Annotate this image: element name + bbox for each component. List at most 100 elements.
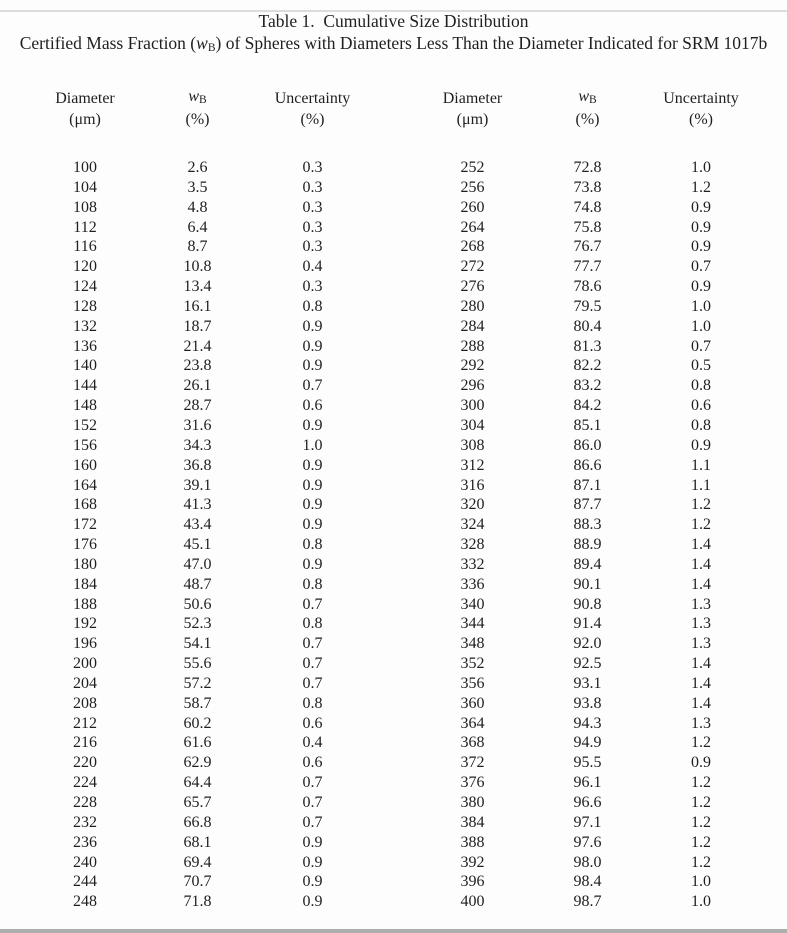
table-row: 284 80.4 1.0 xyxy=(415,317,757,337)
diameter-cell: 160 xyxy=(73,456,97,474)
uncertainty-cell: 1.0 xyxy=(302,436,323,454)
uncertainty-cell: 0.7 xyxy=(302,813,323,831)
table-row: 340 90.8 1.3 xyxy=(415,595,757,615)
diameter-cell: 276 xyxy=(460,278,485,296)
uncertainty-unit: (%) xyxy=(689,111,713,128)
uncertainty-cell: 1.3 xyxy=(691,714,711,732)
wb-cell: 69.4 xyxy=(183,853,212,871)
table-row: 172 43.4 0.9 xyxy=(30,515,370,535)
wb-header: wB xyxy=(140,87,255,110)
wb-cell: 6.4 xyxy=(187,218,208,236)
uncertainty-cell: 0.5 xyxy=(691,357,711,375)
diameter-cell: 244 xyxy=(73,873,97,891)
table-row: 132 18.7 0.9 xyxy=(30,317,370,337)
table-row: 112 6.4 0.3 xyxy=(30,218,370,238)
uncertainty-cell: 0.7 xyxy=(302,794,323,811)
table-subtitle: Certified Mass Fraction (wB) of Spheres … xyxy=(0,32,787,59)
diameter-cell: 388 xyxy=(460,833,485,851)
wb-cell: 88.9 xyxy=(573,536,602,554)
table-row: 204 57.2 0.7 xyxy=(30,674,370,694)
table-row: 140 23.8 0.9 xyxy=(30,356,370,376)
uncertainty-cell: 0.9 xyxy=(302,873,323,891)
wb-cell: 96.6 xyxy=(573,794,602,811)
uncertainty-cell: 0.3 xyxy=(302,159,323,176)
table-row: 160 36.8 0.9 xyxy=(30,456,370,476)
uncertainty-cell: 0.6 xyxy=(302,754,323,772)
uncertainty-cell: 0.8 xyxy=(691,416,711,434)
wb-cell: 97.6 xyxy=(573,833,602,851)
wb-unit: (%) xyxy=(575,111,600,128)
uncertainty-unit: (%) xyxy=(300,111,325,128)
diameter-cell: 108 xyxy=(73,198,97,216)
uncertainty-cell: 1.3 xyxy=(691,595,711,613)
diameter-cell: 148 xyxy=(73,397,97,415)
table-row: 272 77.7 0.7 xyxy=(415,257,757,277)
uncertainty-cell: 1.2 xyxy=(691,178,711,196)
wb-cell: 76.7 xyxy=(573,238,602,256)
table-body-left: 100 2.6 0.3 104 3.5 0.3 108 4.8 0.3 112 6.4 0.3 116 8… xyxy=(30,130,370,912)
table-row: 248 71.8 0.9 xyxy=(30,892,370,912)
wb-cell: 94.3 xyxy=(573,714,602,732)
wb-cell: 3.5 xyxy=(187,178,208,196)
table-row: 236 68.1 0.9 xyxy=(30,833,370,853)
diameter-cell: 256 xyxy=(460,178,485,196)
diameter-cell: 104 xyxy=(73,178,97,196)
uncertainty-cell: 0.9 xyxy=(691,436,711,454)
uncertainty-cell: 0.9 xyxy=(691,754,711,772)
diameter-cell: 332 xyxy=(460,555,485,573)
uncertainty-cell: 1.0 xyxy=(691,317,711,335)
table-row: 180 47.0 0.9 xyxy=(30,555,370,575)
table-row: 344 91.4 1.3 xyxy=(415,614,757,634)
diameter-cell: 300 xyxy=(460,397,485,415)
wb-cell: 2.6 xyxy=(187,159,208,176)
table-row: 104 3.5 0.3 xyxy=(30,178,370,198)
diameter-cell: 144 xyxy=(73,377,97,395)
mass-fraction-symbol: w xyxy=(196,33,208,53)
diameter-cell: 232 xyxy=(73,813,97,831)
diameter-cell: 220 xyxy=(73,754,97,772)
table-row: 324 88.3 1.2 xyxy=(415,515,757,535)
table-row: 220 62.9 0.6 xyxy=(30,753,370,773)
table-row: 168 41.3 0.9 xyxy=(30,495,370,515)
wb-cell: 74.8 xyxy=(573,198,602,216)
table-row: 196 54.1 0.7 xyxy=(30,634,370,654)
diameter-cell: 208 xyxy=(73,694,97,712)
wb-cell: 95.5 xyxy=(573,754,602,772)
wb-cell: 81.3 xyxy=(573,337,602,355)
wb-unit: (%) xyxy=(185,111,210,128)
wb-cell: 90.8 xyxy=(573,595,602,613)
diameter-cell: 260 xyxy=(460,198,485,216)
header-row-labels: Diameter wB Uncertainty xyxy=(30,87,370,110)
uncertainty-cell: 0.9 xyxy=(691,218,711,236)
table-header-left: Diameter wB Uncertainty (μm) (%) (%) xyxy=(30,87,370,130)
diameter-cell: 132 xyxy=(73,317,97,335)
wb-cell: 26.1 xyxy=(183,377,212,395)
scan-edge-bottom xyxy=(0,929,787,933)
diameter-cell: 176 xyxy=(73,536,97,554)
diameter-cell: 396 xyxy=(460,873,485,891)
diameter-cell: 120 xyxy=(73,258,97,276)
table-row: 372 95.5 0.9 xyxy=(415,753,757,773)
wb-cell: 48.7 xyxy=(183,575,212,593)
uncertainty-cell: 0.3 xyxy=(302,198,323,216)
diameter-cell: 384 xyxy=(460,813,485,831)
uncertainty-cell: 0.9 xyxy=(302,337,323,355)
uncertainty-cell: 1.2 xyxy=(691,734,711,752)
diameter-cell: 344 xyxy=(460,615,485,633)
table-row: 232 66.8 0.7 xyxy=(30,813,370,833)
diameter-cell: 164 xyxy=(73,476,97,494)
table-row: 100 2.6 0.3 xyxy=(30,158,370,178)
table-row: 240 69.4 0.9 xyxy=(30,853,370,873)
uncertainty-cell: 1.1 xyxy=(691,476,711,494)
diameter-cell: 200 xyxy=(73,655,97,673)
uncertainty-cell: 0.9 xyxy=(302,555,323,573)
table-row: 352 92.5 1.4 xyxy=(415,654,757,674)
table-row: 356 93.1 1.4 xyxy=(415,674,757,694)
uncertainty-cell: 0.9 xyxy=(302,853,323,871)
wb-cell: 90.1 xyxy=(573,575,602,593)
uncertainty-cell: 0.7 xyxy=(302,595,323,613)
wb-cell: 58.7 xyxy=(183,694,212,712)
wb-cell: 18.7 xyxy=(183,317,212,335)
diameter-unit: (μm) xyxy=(69,111,101,128)
mass-fraction-subscript: B xyxy=(207,42,216,54)
